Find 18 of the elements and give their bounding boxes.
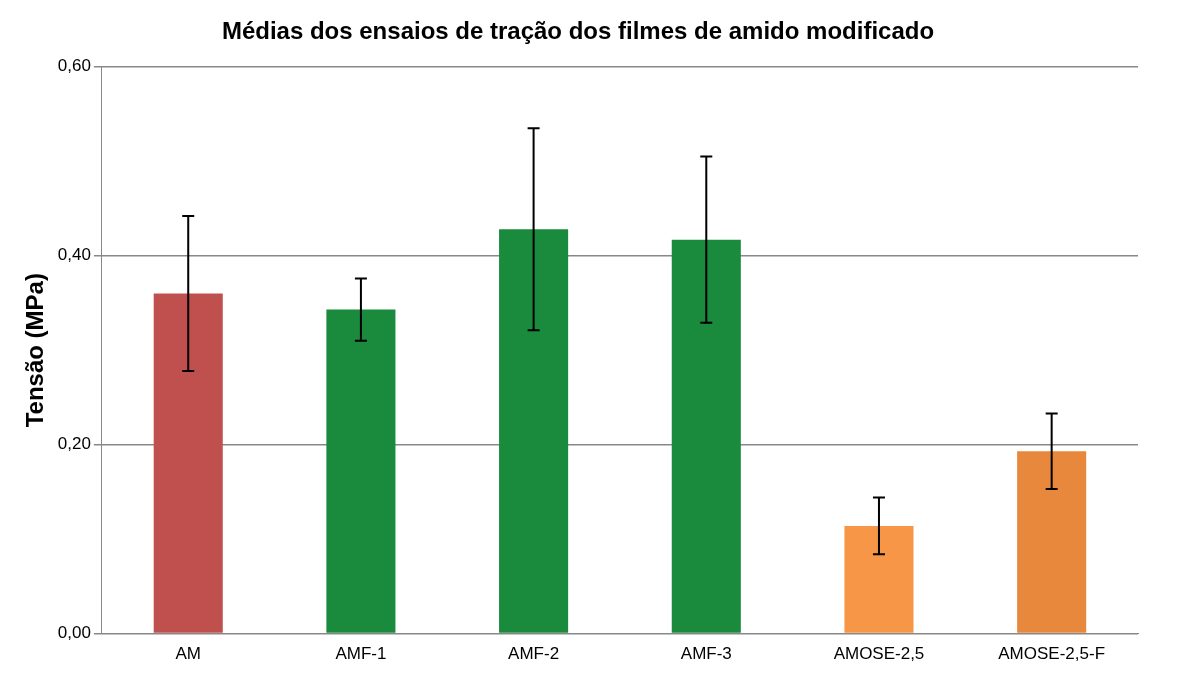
- bar: [671, 239, 741, 633]
- x-tick-label: AMOSE-2,5: [833, 644, 925, 664]
- y-tick-label: 0,00: [57, 623, 91, 643]
- bar: [844, 525, 914, 633]
- x-tick-label: AMF-1: [335, 644, 387, 664]
- x-tick-label: AM: [175, 644, 201, 664]
- x-tick-label: AMF-3: [680, 644, 732, 664]
- y-tick-label: 0,40: [57, 245, 91, 265]
- y-tick-label: 0,60: [57, 56, 91, 76]
- bar: [153, 293, 223, 633]
- bar: [1017, 451, 1087, 633]
- chart-title: Médias dos ensaios de tração dos filmes de amido modificado: [221, 17, 935, 45]
- y-axis-title: Tensão (MPa): [21, 273, 49, 428]
- y-tick-label: 0,20: [57, 434, 91, 454]
- bar: [326, 309, 396, 633]
- bar: [499, 229, 569, 633]
- x-tick-label: AMF-2: [508, 644, 560, 664]
- x-tick-label: AMOSE-2,5-F: [998, 644, 1106, 664]
